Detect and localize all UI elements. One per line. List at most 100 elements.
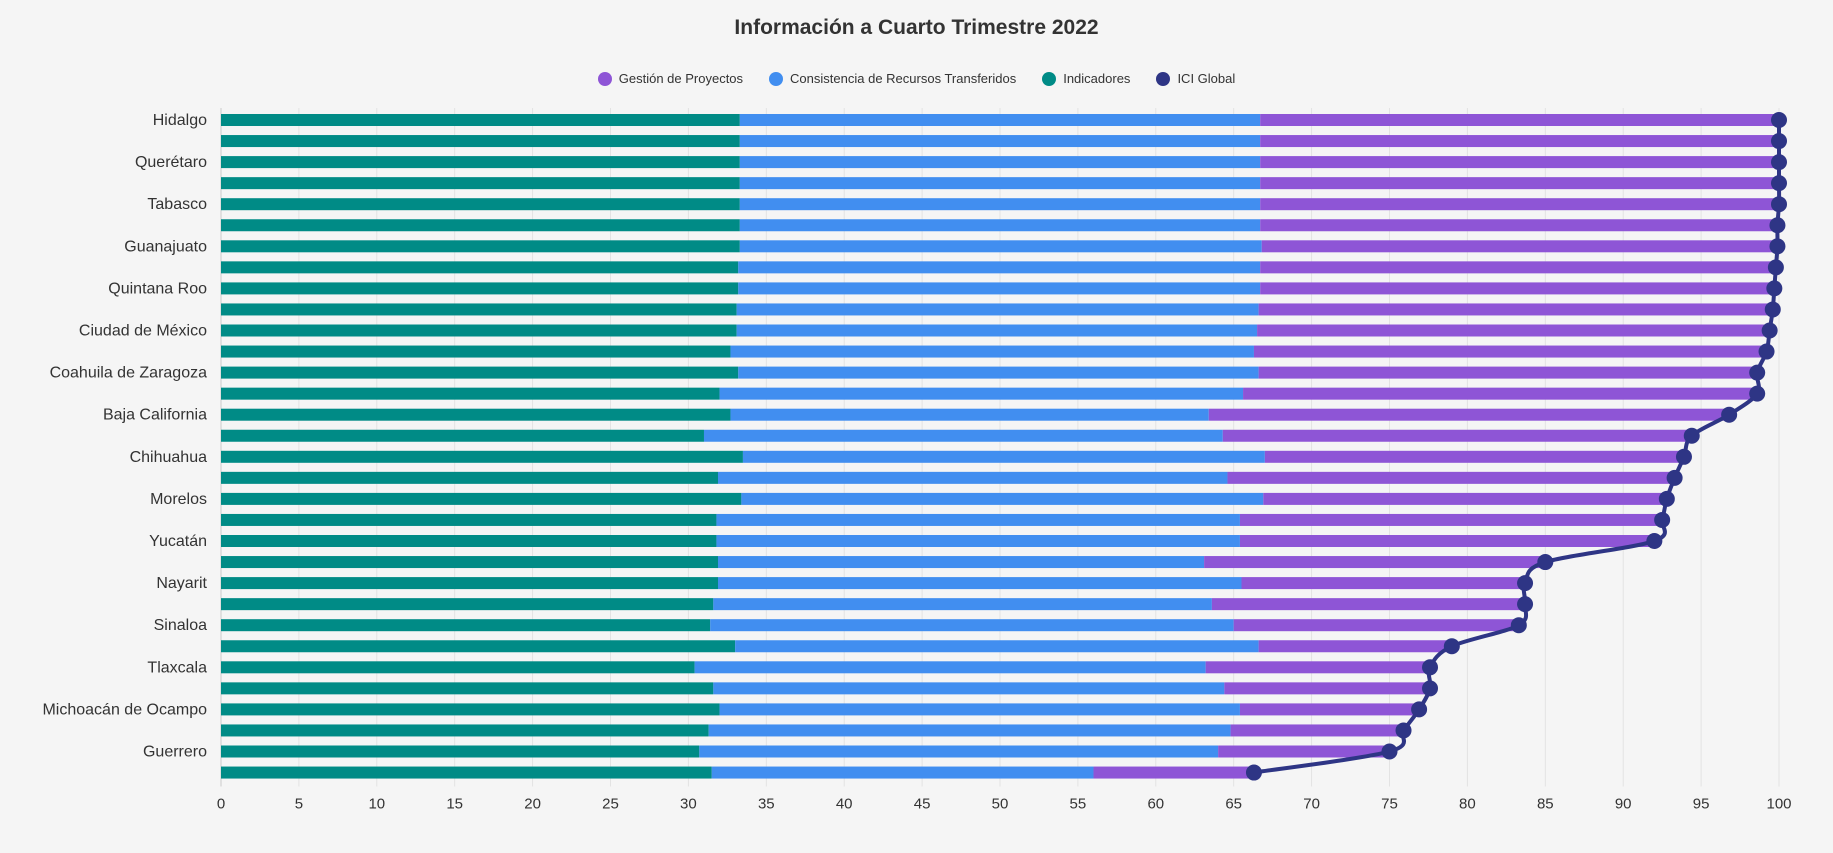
bar-segment (718, 577, 1242, 590)
bar-segment (739, 177, 1261, 190)
ici-global-point (1769, 217, 1786, 234)
bar-segment (221, 282, 739, 295)
bar-segment (221, 724, 709, 737)
y-tick-label: Baja California (103, 407, 207, 424)
ici-global-point (1443, 638, 1460, 655)
bar-segment (221, 114, 740, 126)
x-tick-label: 55 (1070, 796, 1087, 813)
bar-segment (1260, 282, 1775, 295)
legend-marker (769, 71, 784, 86)
y-tick-label: Yucatán (149, 533, 207, 550)
ici-global-point (1749, 385, 1766, 402)
bar-segment (703, 429, 1223, 442)
y-tick-label: Hidalgo (153, 112, 207, 129)
bar-segment (699, 745, 1219, 758)
ici-global-point (1766, 280, 1783, 297)
y-tick-label: Nayarit (156, 575, 207, 592)
legend-marker (1156, 71, 1171, 86)
x-tick-label: 40 (836, 796, 853, 813)
ici-global-point (1646, 533, 1663, 549)
y-tick-label: Guanajuato (124, 238, 207, 255)
bar-segment (739, 240, 1262, 253)
bar-segment (1243, 387, 1758, 400)
x-tick-label: 15 (446, 796, 463, 813)
bar-segment (1260, 219, 1778, 232)
ici-global-point (1769, 238, 1786, 255)
bar-segment (221, 324, 737, 337)
x-tick-label: 65 (1225, 796, 1242, 813)
bar-segment (719, 703, 1240, 716)
bar-segment (221, 661, 695, 674)
ici-global-point (1517, 575, 1534, 592)
bar-segment (739, 198, 1261, 211)
x-tick-label: 45 (914, 796, 931, 813)
bar-segment (221, 219, 740, 232)
y-tick-label: Michoacán de Ocampo (42, 701, 207, 718)
bar-segment (738, 261, 1261, 274)
ici-global-point (1771, 133, 1787, 150)
x-tick-label: 0 (217, 796, 225, 813)
ici-global-point (1395, 722, 1412, 739)
bar-segment (738, 282, 1261, 295)
ici-global-line (1253, 119, 1782, 775)
bar-segment (1204, 556, 1546, 569)
bar-segment (1260, 135, 1779, 148)
bar-segment (730, 408, 1209, 421)
ici-global-point (1666, 469, 1683, 486)
bar-segment (1205, 661, 1431, 674)
x-tick-label: 80 (1459, 796, 1476, 813)
bar-segment (694, 661, 1206, 674)
ici-global-point (1749, 364, 1766, 381)
bar-segment (716, 535, 1240, 547)
bar-segment (739, 156, 1261, 169)
bar-segment (1263, 492, 1667, 505)
bar-segment (1258, 640, 1452, 653)
bar-segment (1253, 345, 1767, 358)
bar-segment (221, 387, 720, 400)
bar-segment (713, 598, 1212, 611)
bar-segment (730, 345, 1254, 358)
bar-segment (221, 177, 740, 190)
y-tick-label: Morelos (150, 491, 207, 508)
y-tick-label: Sinaloa (154, 617, 207, 634)
bar-segment (221, 640, 736, 653)
bar-segment (221, 261, 739, 274)
x-tick-label: 25 (602, 796, 619, 813)
bar-segment (221, 492, 742, 505)
bar-segment (221, 345, 731, 358)
x-tick-label: 75 (1381, 796, 1398, 813)
legend-item-gestion[interactable]: Gestión de Proyectos (597, 71, 743, 86)
bar-segment (221, 471, 719, 484)
ici-global-point (1761, 322, 1778, 339)
bar-segment (221, 450, 743, 463)
x-tick-label: 10 (368, 796, 385, 813)
ici-global-point (1764, 301, 1781, 318)
bar-segment (1264, 450, 1684, 463)
bar-segment (711, 766, 1094, 779)
ici-global-point (1771, 196, 1787, 213)
bar-segment (221, 535, 717, 547)
legend-item-indicadores[interactable]: Indicadores (1042, 71, 1130, 86)
bar-segment (1222, 429, 1692, 442)
bar-segment (221, 513, 717, 526)
x-tick-label: 30 (680, 796, 697, 813)
y-tick-label: Ciudad de México (79, 323, 207, 340)
ici-global-point (1517, 596, 1534, 613)
legend-item-ici-global[interactable]: ICI Global (1156, 71, 1235, 86)
legend-marker (597, 71, 612, 86)
bar-segment (221, 303, 737, 316)
bar-segment (221, 745, 700, 758)
bar-segment (221, 577, 719, 590)
legend-item-consistencia[interactable]: Consistencia de Recursos Transferidos (769, 71, 1016, 86)
ici-global-point (1510, 617, 1527, 634)
ici-global-point (1658, 490, 1675, 507)
bar-segment (739, 135, 1261, 148)
ici-global-point (1537, 554, 1554, 571)
bar-segment (221, 766, 712, 779)
y-tick-label: Tlaxcala (147, 659, 207, 676)
bar-segment (1227, 471, 1675, 484)
bar-segment (1211, 598, 1526, 611)
ici-global-point (1721, 406, 1738, 423)
bar-segment (735, 640, 1259, 653)
x-tick-label: 95 (1693, 796, 1710, 813)
